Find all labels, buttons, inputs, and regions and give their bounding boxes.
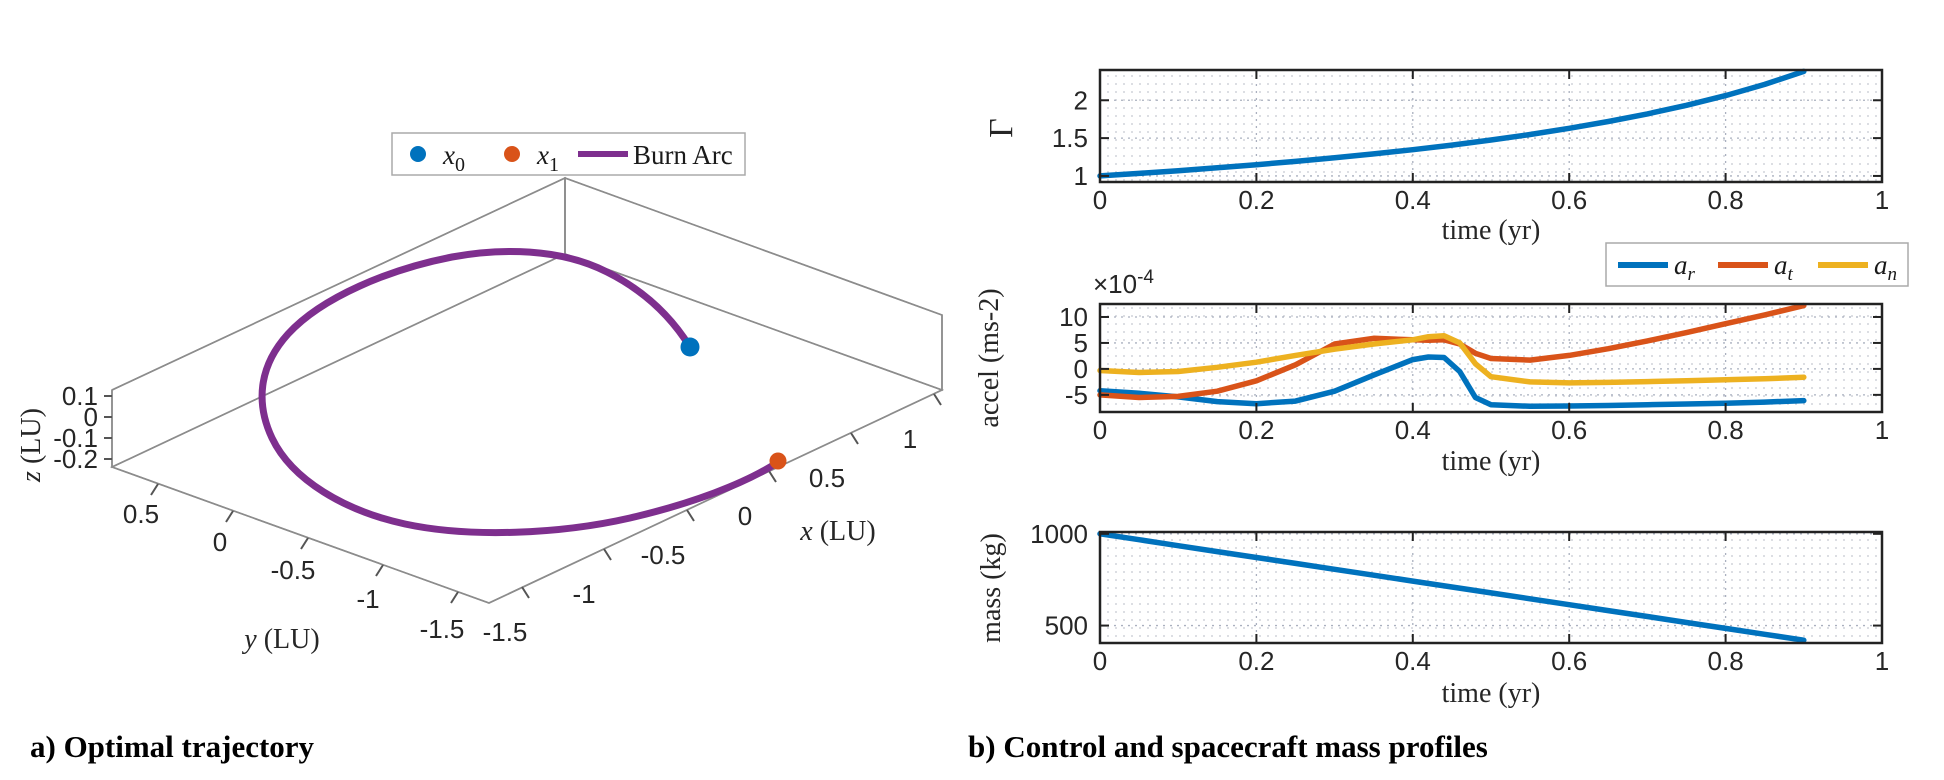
- legend-entry-an: an: [1874, 250, 1897, 285]
- x-tick-label: 0.6: [1551, 415, 1587, 445]
- grid-lines: [1100, 532, 1882, 643]
- plot-frame: [1098, 302, 1884, 414]
- caption-a: a) Optimal trajectory: [30, 729, 315, 764]
- accel-plot: ×10-4 accel (ms-2) time (yr) 0 0.2 0.4 0.6 0…: [974, 267, 1889, 477]
- y-tick-label: 10: [1059, 302, 1088, 332]
- series-mass: [1097, 531, 1807, 643]
- burn-arc-curve: [258, 247, 782, 537]
- y-tick-label: 1000: [1030, 519, 1088, 549]
- gamma-x-axis-label: time (yr): [1442, 215, 1541, 246]
- z-axis-label: z (LU): [16, 408, 47, 483]
- y-axis-label: y (LU): [241, 624, 319, 655]
- y-tick-label: 1.5: [1052, 123, 1088, 153]
- x0-marker: [680, 337, 700, 357]
- z-axis-ticks: [104, 395, 112, 460]
- x-tick-label: 1: [1875, 646, 1889, 676]
- tick-marks: [1099, 532, 1883, 643]
- x-tick-label: 0.6: [1551, 185, 1587, 215]
- legend-entry-x1: x1: [536, 140, 559, 176]
- x-tick-label: 0.2: [1238, 646, 1274, 676]
- x-tick-label: 0.8: [1708, 646, 1744, 676]
- x-tick-label: 0.8: [1708, 415, 1744, 445]
- x-tick-label: 0.8: [1708, 185, 1744, 215]
- back-left-wall: [111, 176, 566, 469]
- z-tick-label: 0.1: [62, 381, 98, 411]
- x-tick-label: 0.4: [1395, 185, 1431, 215]
- x-tick-label: 0.5: [809, 463, 845, 493]
- x-tick-label: 0.2: [1238, 185, 1274, 215]
- y-tick-label: 2: [1074, 85, 1088, 115]
- accel-x-axis-label: time (yr): [1442, 446, 1541, 477]
- tick-marks: [1099, 304, 1883, 412]
- y-tick-label: -0.5: [271, 555, 316, 585]
- x-tick-label: -0.5: [641, 540, 686, 570]
- x-tick-label: 0.4: [1395, 646, 1431, 676]
- y-tick-label: -5: [1065, 380, 1088, 410]
- y-tick-label: 1: [1074, 161, 1088, 191]
- y-tick-label: 500: [1045, 611, 1088, 641]
- x1-legend-marker-icon: [504, 146, 520, 162]
- x-tick-label: 1: [1875, 415, 1889, 445]
- accel-scale-label: ×10-4: [1093, 267, 1154, 299]
- x-tick-label: 1: [1875, 185, 1889, 215]
- series-Gamma: [1097, 68, 1807, 179]
- legend-entry-x0: x0: [442, 140, 465, 176]
- legend-entry-ar: ar: [1674, 250, 1696, 285]
- x-tick-label: 0: [738, 501, 752, 531]
- mass-plot: mass (kg) time (yr) 0 0.2 0.4 0.6 0.8 1 500 100…: [976, 519, 1889, 709]
- legend-frame: [391, 132, 746, 176]
- x-tick-label: 0: [1093, 646, 1107, 676]
- y-tick-label: 5: [1074, 328, 1088, 358]
- tick-marks: [1099, 70, 1883, 182]
- series-a_r: [1097, 354, 1807, 410]
- gamma-plot: Γ time (yr) 0 0.2 0.4 0.6 0.8 1 1 1.5 2: [983, 68, 1889, 246]
- z-tick-label: 0: [84, 402, 98, 432]
- x-tick-label: -1.5: [483, 617, 528, 647]
- x-tick-label: 0.2: [1238, 415, 1274, 445]
- legend-entry-burn-arc: Burn Arc: [633, 140, 733, 170]
- x0-legend-marker-icon: [410, 146, 426, 162]
- accel-legend: ar at an: [1605, 242, 1909, 287]
- x-tick-label: 0: [1093, 185, 1107, 215]
- y-tick-label: -1.5: [420, 614, 465, 644]
- plot-frame: [1098, 68, 1884, 184]
- gamma-y-axis-label: Γ: [983, 118, 1020, 138]
- floor-plane: [109, 253, 945, 604]
- z-tick-label: -0.1: [53, 423, 98, 453]
- y-tick-label: -1: [356, 584, 379, 614]
- series-a_n: [1097, 332, 1807, 386]
- y-tick-label: 0: [1074, 354, 1088, 384]
- y-tick-label: 0: [213, 527, 227, 557]
- x-tick-label: 0: [1093, 415, 1107, 445]
- plot-background: [1100, 532, 1882, 643]
- x-axis-ticks: [521, 393, 942, 599]
- mass-x-axis-label: time (yr): [1442, 678, 1541, 709]
- x-tick-label: 0.6: [1551, 646, 1587, 676]
- x-axis-label: x (LU): [799, 516, 875, 547]
- y-axis-ticks: [150, 483, 459, 604]
- legend-entry-at: at: [1774, 250, 1794, 285]
- y-tick-label: 0.5: [123, 499, 159, 529]
- x-tick-label: -1: [572, 579, 595, 609]
- x1-marker: [769, 452, 787, 470]
- mass-y-axis-label: mass (kg): [976, 533, 1007, 643]
- caption-b: b) Control and spacecraft mass profiles: [968, 729, 1488, 764]
- axes-box-edges: [111, 177, 943, 604]
- trajectory-legend: x0 x1 Burn Arc: [391, 132, 746, 176]
- accel-y-axis-label: accel (ms-2): [974, 288, 1005, 427]
- z-tick-label: -0.2: [53, 444, 98, 474]
- x-tick-label: 1: [903, 424, 917, 454]
- x-tick-label: 0.4: [1395, 415, 1431, 445]
- trajectory-3d-plot: 0.1 0 -0.1 -0.2 0.5 0 -0.5 -1 -1.5 -1.5 …: [16, 132, 945, 655]
- plot-frame: [1098, 530, 1884, 645]
